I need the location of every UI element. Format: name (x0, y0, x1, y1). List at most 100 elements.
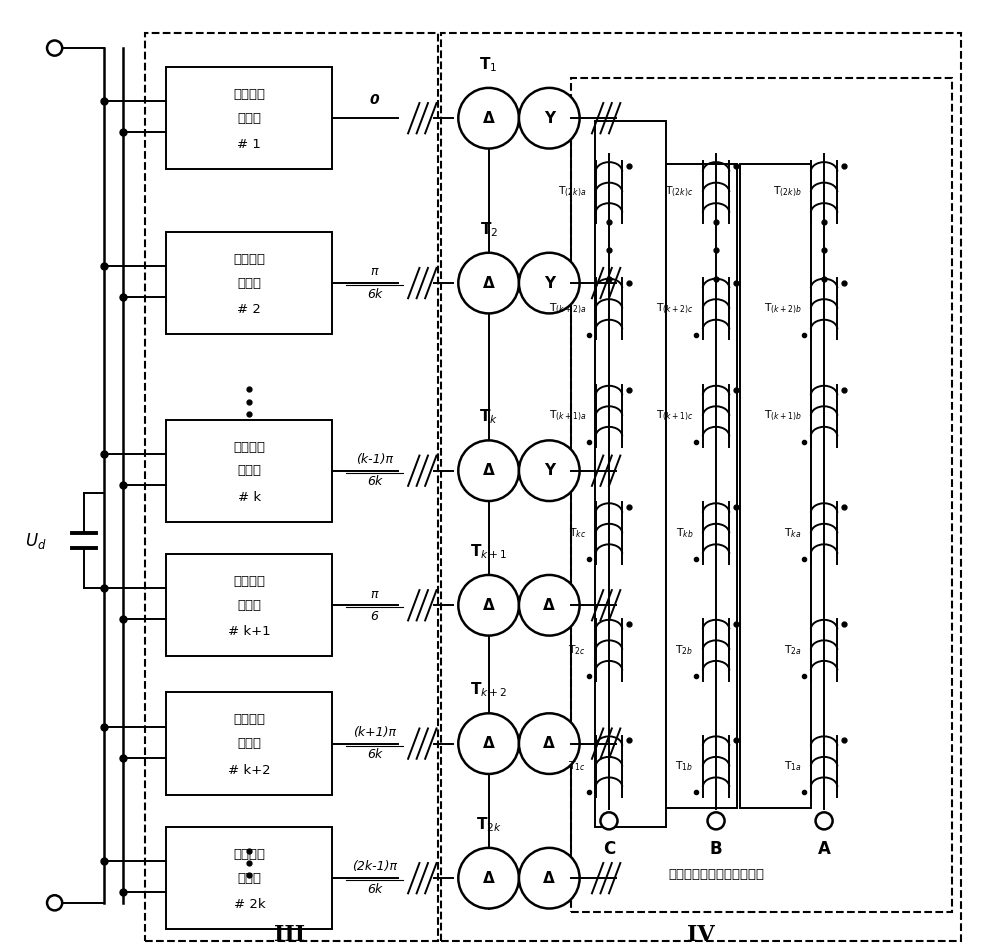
Text: Δ: Δ (483, 598, 495, 613)
Text: (k+1)π: (k+1)π (353, 726, 396, 739)
Text: 0: 0 (370, 93, 379, 107)
Text: T$_{ka}$: T$_{ka}$ (784, 527, 801, 540)
Circle shape (708, 812, 725, 829)
Circle shape (519, 575, 580, 636)
Text: 6k: 6k (367, 749, 382, 761)
Circle shape (519, 88, 580, 149)
Circle shape (458, 847, 519, 908)
Text: 逆变器: 逆变器 (237, 737, 261, 750)
Text: IV: IV (687, 924, 715, 946)
Text: T$_{2k}$: T$_{2k}$ (476, 815, 502, 833)
Text: T$_{kc}$: T$_{kc}$ (569, 527, 586, 540)
Text: Y: Y (544, 111, 555, 125)
Text: 6k: 6k (367, 475, 382, 489)
Text: 三相方波: 三相方波 (233, 252, 265, 266)
Text: 三相方波: 三相方波 (233, 575, 265, 588)
Text: T$_{k+2}$: T$_{k+2}$ (470, 680, 507, 699)
Bar (166, 827, 332, 929)
Circle shape (458, 575, 519, 636)
Text: T$_{1a}$: T$_{1a}$ (784, 759, 801, 773)
Text: Δ: Δ (543, 870, 555, 885)
Circle shape (816, 812, 833, 829)
Text: Δ: Δ (483, 870, 495, 885)
Text: T$_{kb}$: T$_{kb}$ (676, 527, 693, 540)
Text: 6k: 6k (367, 288, 382, 301)
Text: (2k-1)π: (2k-1)π (352, 861, 397, 873)
Text: T$_{(k+2)c}$: T$_{(k+2)c}$ (656, 302, 693, 316)
Bar (666, 163, 737, 808)
Bar (740, 163, 811, 808)
Text: π: π (371, 587, 378, 601)
Text: # k+1: # k+1 (228, 625, 271, 639)
Text: 三相方波: 三相方波 (233, 440, 265, 454)
Text: T$_k$: T$_k$ (479, 407, 498, 426)
Text: (k-1)π: (k-1)π (356, 453, 393, 466)
Text: T$_{k+1}$: T$_{k+1}$ (470, 542, 507, 561)
Text: T$_{(k+1)c}$: T$_{(k+1)c}$ (656, 409, 693, 423)
Bar (571, 79, 952, 912)
Circle shape (519, 252, 580, 313)
Text: T$_{1c}$: T$_{1c}$ (568, 759, 586, 773)
Bar (166, 554, 332, 657)
Circle shape (519, 847, 580, 908)
Text: T$_2$: T$_2$ (480, 220, 498, 238)
Text: Δ: Δ (543, 736, 555, 751)
Text: 三相方波: 三相方波 (233, 714, 265, 726)
Bar (595, 121, 666, 827)
Text: T$_{(2k)b}$: T$_{(2k)b}$ (773, 185, 801, 199)
Circle shape (458, 714, 519, 774)
Text: Δ: Δ (483, 275, 495, 290)
Text: # 2: # 2 (237, 303, 261, 316)
Text: # 1: # 1 (237, 139, 261, 151)
Text: Y: Y (544, 275, 555, 290)
Text: T$_{2b}$: T$_{2b}$ (675, 642, 693, 657)
Circle shape (458, 252, 519, 313)
Bar (166, 693, 332, 795)
Bar (145, 33, 438, 940)
Text: T$_{2c}$: T$_{2c}$ (568, 642, 586, 657)
Text: T$_{(k+2)b}$: T$_{(k+2)b}$ (764, 302, 801, 316)
Text: T$_{(2k)a}$: T$_{(2k)a}$ (558, 185, 586, 199)
Text: T$_{(2k)c}$: T$_{(2k)c}$ (665, 185, 693, 199)
Circle shape (47, 895, 62, 910)
Text: T$_1$: T$_1$ (479, 55, 498, 74)
Circle shape (47, 41, 62, 56)
Circle shape (519, 440, 580, 501)
Text: 三相方波: 三相方波 (233, 88, 265, 101)
Text: 逆变器: 逆变器 (237, 464, 261, 477)
Text: III: III (274, 924, 305, 946)
Text: Δ: Δ (483, 463, 495, 478)
Text: A: A (818, 840, 831, 858)
Circle shape (600, 812, 618, 829)
Text: B: B (710, 840, 722, 858)
Text: T$_{(k+1)a}$: T$_{(k+1)a}$ (549, 409, 586, 423)
Text: C: C (603, 840, 615, 858)
Text: Δ: Δ (483, 111, 495, 125)
Text: # k+2: # k+2 (228, 764, 271, 776)
Text: 逆变器: 逆变器 (237, 599, 261, 612)
Text: 6: 6 (370, 610, 378, 623)
Text: π: π (371, 266, 378, 278)
Bar (166, 232, 332, 334)
Text: T$_{1b}$: T$_{1b}$ (675, 759, 693, 773)
Bar (441, 33, 961, 940)
Circle shape (458, 440, 519, 501)
Text: 变压器系统侧绕组连接方式: 变压器系统侧绕组连接方式 (669, 868, 765, 882)
Text: 逆变器: 逆变器 (237, 112, 261, 124)
Text: Δ: Δ (483, 736, 495, 751)
Text: 6k: 6k (367, 883, 382, 896)
Text: 三相方波: 三相方波 (233, 848, 265, 861)
Text: $U_d$: $U_d$ (25, 530, 47, 550)
Text: # 2k: # 2k (234, 898, 265, 911)
Bar (166, 67, 332, 169)
Circle shape (458, 88, 519, 149)
Circle shape (519, 714, 580, 774)
Text: T$_{2a}$: T$_{2a}$ (784, 642, 801, 657)
Text: 逆变器: 逆变器 (237, 872, 261, 884)
Text: T$_{(k+1)b}$: T$_{(k+1)b}$ (764, 409, 801, 423)
Text: # k: # k (238, 491, 261, 504)
Text: T$_{(k+2)a}$: T$_{(k+2)a}$ (549, 302, 586, 316)
Text: Δ: Δ (543, 598, 555, 613)
Bar (166, 419, 332, 522)
Text: Y: Y (544, 463, 555, 478)
